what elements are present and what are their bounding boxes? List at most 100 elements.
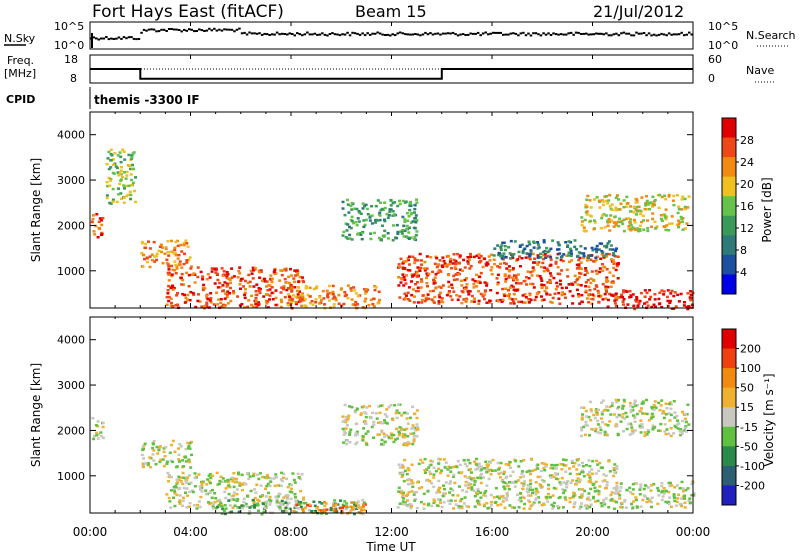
heatmap-cell [505, 482, 509, 485]
heatmap-cell [645, 208, 649, 211]
noise-point [574, 31, 578, 34]
heatmap-cell [575, 473, 579, 476]
heatmap-cell [193, 472, 197, 475]
noise-point [120, 37, 123, 40]
heatmap-cell [317, 508, 321, 512]
heatmap-cell [571, 302, 575, 305]
heatmap-cell [570, 461, 574, 464]
heatmap-cell [581, 465, 585, 468]
heatmap-cell [666, 299, 670, 303]
heatmap-cell [502, 255, 506, 258]
heatmap-cell [230, 510, 234, 513]
heatmap-cell [389, 403, 393, 407]
heatmap-cell [140, 240, 144, 244]
heatmap-cell [96, 420, 100, 423]
heatmap-cell [166, 271, 170, 275]
heatmap-cell [235, 477, 239, 481]
heatmap-cell [619, 486, 623, 489]
heatmap-cell [229, 281, 232, 285]
heatmap-cell [593, 416, 597, 420]
heatmap-cell [646, 203, 650, 206]
noise-point [193, 30, 196, 33]
heatmap-cell [584, 409, 588, 413]
heatmap-cell [291, 472, 295, 475]
heatmap-cell [389, 204, 393, 207]
heatmap-cell [364, 292, 367, 295]
heatmap-cell [274, 303, 278, 307]
heatmap-cell [526, 270, 530, 273]
heatmap-cell [607, 199, 611, 202]
heatmap-cell [463, 462, 467, 466]
heatmap-cell [573, 245, 577, 249]
heatmap-cell [670, 289, 674, 293]
heatmap-cell [561, 488, 565, 491]
heatmap-cell [659, 404, 663, 407]
heatmap-cell [290, 290, 294, 293]
heatmap-cell [401, 493, 405, 496]
heatmap-cell [577, 480, 581, 484]
heatmap-cell [660, 289, 664, 292]
heatmap-cell [187, 482, 191, 486]
heatmap-cell [536, 263, 540, 266]
noise-point [381, 33, 384, 36]
noise-point [303, 33, 307, 36]
heatmap-cell [632, 414, 635, 417]
heatmap-cell [564, 458, 568, 462]
heatmap-cell [92, 437, 96, 441]
heatmap-cell [463, 496, 467, 499]
heatmap-cell [472, 483, 476, 486]
heatmap-cell [398, 265, 402, 269]
heatmap-cell [211, 474, 215, 477]
heatmap-cell [179, 276, 183, 280]
heatmap-cell [669, 403, 673, 406]
heatmap-cell [606, 224, 610, 227]
heatmap-cell [458, 268, 462, 271]
noise-point [522, 31, 525, 34]
heatmap-cell [523, 293, 527, 296]
heatmap-cell [350, 219, 354, 223]
noise-point [524, 34, 528, 37]
heatmap-cell [437, 462, 441, 465]
heatmap-cell [605, 278, 609, 281]
heatmap-cell [587, 256, 591, 259]
heatmap-cell [361, 435, 365, 438]
heatmap-cell [370, 205, 374, 208]
date-title: 21/Jul/2012 [593, 2, 684, 21]
heatmap-cell [449, 480, 453, 483]
heatmap-cell [216, 286, 220, 289]
heatmap-cell [225, 293, 229, 296]
heatmap-cell [680, 198, 684, 201]
heatmap-cell [465, 490, 469, 493]
heatmap-cell [601, 298, 605, 301]
heatmap-cell [145, 260, 149, 264]
heatmap-cell [193, 485, 197, 488]
heatmap-cell [584, 423, 588, 427]
heatmap-cell [625, 427, 629, 431]
heatmap-cell [456, 252, 460, 256]
heatmap-cell [245, 504, 249, 508]
heatmap-cell [681, 429, 684, 433]
heatmap-cell [500, 257, 504, 260]
heatmap-cell [410, 273, 414, 276]
heatmap-cell [242, 306, 246, 309]
heatmap-cell [111, 158, 115, 161]
heatmap-cell [239, 279, 243, 283]
colorbar-tick-label: 15 [740, 401, 754, 414]
heatmap-cell [372, 231, 376, 235]
heatmap-cell [376, 433, 380, 436]
heatmap-cell [457, 471, 461, 474]
heatmap-cell [567, 240, 571, 243]
heatmap-cell [622, 303, 625, 306]
heatmap-cell [419, 500, 423, 504]
heatmap-cell [228, 292, 232, 295]
heatmap-cell [282, 496, 286, 499]
heatmap-cell [283, 295, 287, 299]
heatmap-cell [132, 167, 136, 171]
heatmap-cell [442, 458, 446, 461]
heatmap-cell [507, 246, 511, 249]
heatmap-cell [456, 298, 460, 301]
heatmap-cell [466, 290, 470, 293]
heatmap-cell [514, 297, 518, 301]
heatmap-cell [634, 201, 638, 204]
heatmap-cell [387, 237, 390, 240]
